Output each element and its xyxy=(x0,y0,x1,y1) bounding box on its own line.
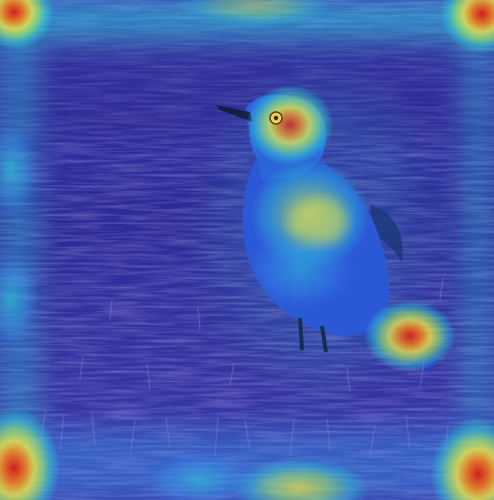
foreground-grass xyxy=(39,277,449,457)
bird-beak xyxy=(216,105,252,122)
hotspot-bottom-right xyxy=(430,418,494,500)
hotspot-top-right xyxy=(440,0,494,54)
hotspot-bottom-left xyxy=(0,408,60,500)
hotspot-bottom-center xyxy=(230,458,370,500)
hotspot-top-left xyxy=(0,0,54,50)
